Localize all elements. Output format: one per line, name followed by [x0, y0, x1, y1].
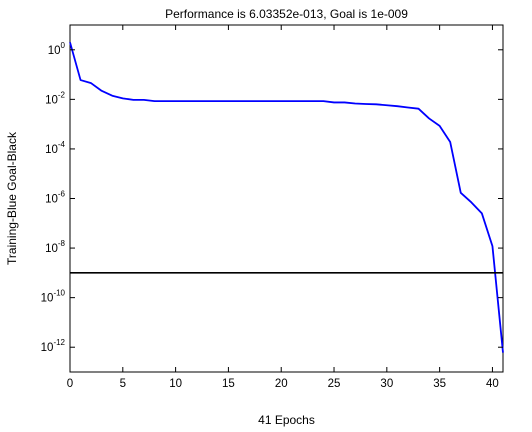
y-tick-label: 10-10 [41, 289, 66, 305]
y-tick-label: 10-8 [45, 239, 65, 255]
ticks-layer: 0 5 10 15 20 25 30 35 40 100 10-2 10-4 10-6 10-8 10-10… [41, 25, 503, 390]
y-tick-label: 10-4 [45, 140, 65, 156]
x-tick-label: 40 [486, 378, 499, 390]
x-tick-label: 20 [275, 378, 288, 390]
x-tick-label: 15 [222, 378, 235, 390]
x-tick-label: 30 [380, 378, 393, 390]
y-tick-label: 10-6 [45, 190, 65, 206]
x-axis-label: 41 Epochs [258, 413, 315, 427]
training-line [69, 42, 504, 353]
y-tick-label: 10-12 [41, 338, 66, 354]
axes-frame [69, 24, 504, 373]
y-tick-label: 10-2 [45, 90, 65, 106]
series-layer [69, 42, 504, 353]
x-tick-label: 5 [120, 378, 126, 390]
x-tick-label: 10 [169, 378, 182, 390]
x-tick-label: 25 [328, 378, 341, 390]
x-tick-label: 0 [67, 378, 73, 390]
y-tick-label: 100 [48, 41, 66, 57]
chart-title: Performance is 6.03352e-013, Goal is 1e-… [165, 7, 408, 21]
plot-area [69, 24, 504, 373]
x-tick-label: 35 [433, 378, 446, 390]
y-axis-label: Training-Blue Goal-Black [5, 131, 19, 265]
